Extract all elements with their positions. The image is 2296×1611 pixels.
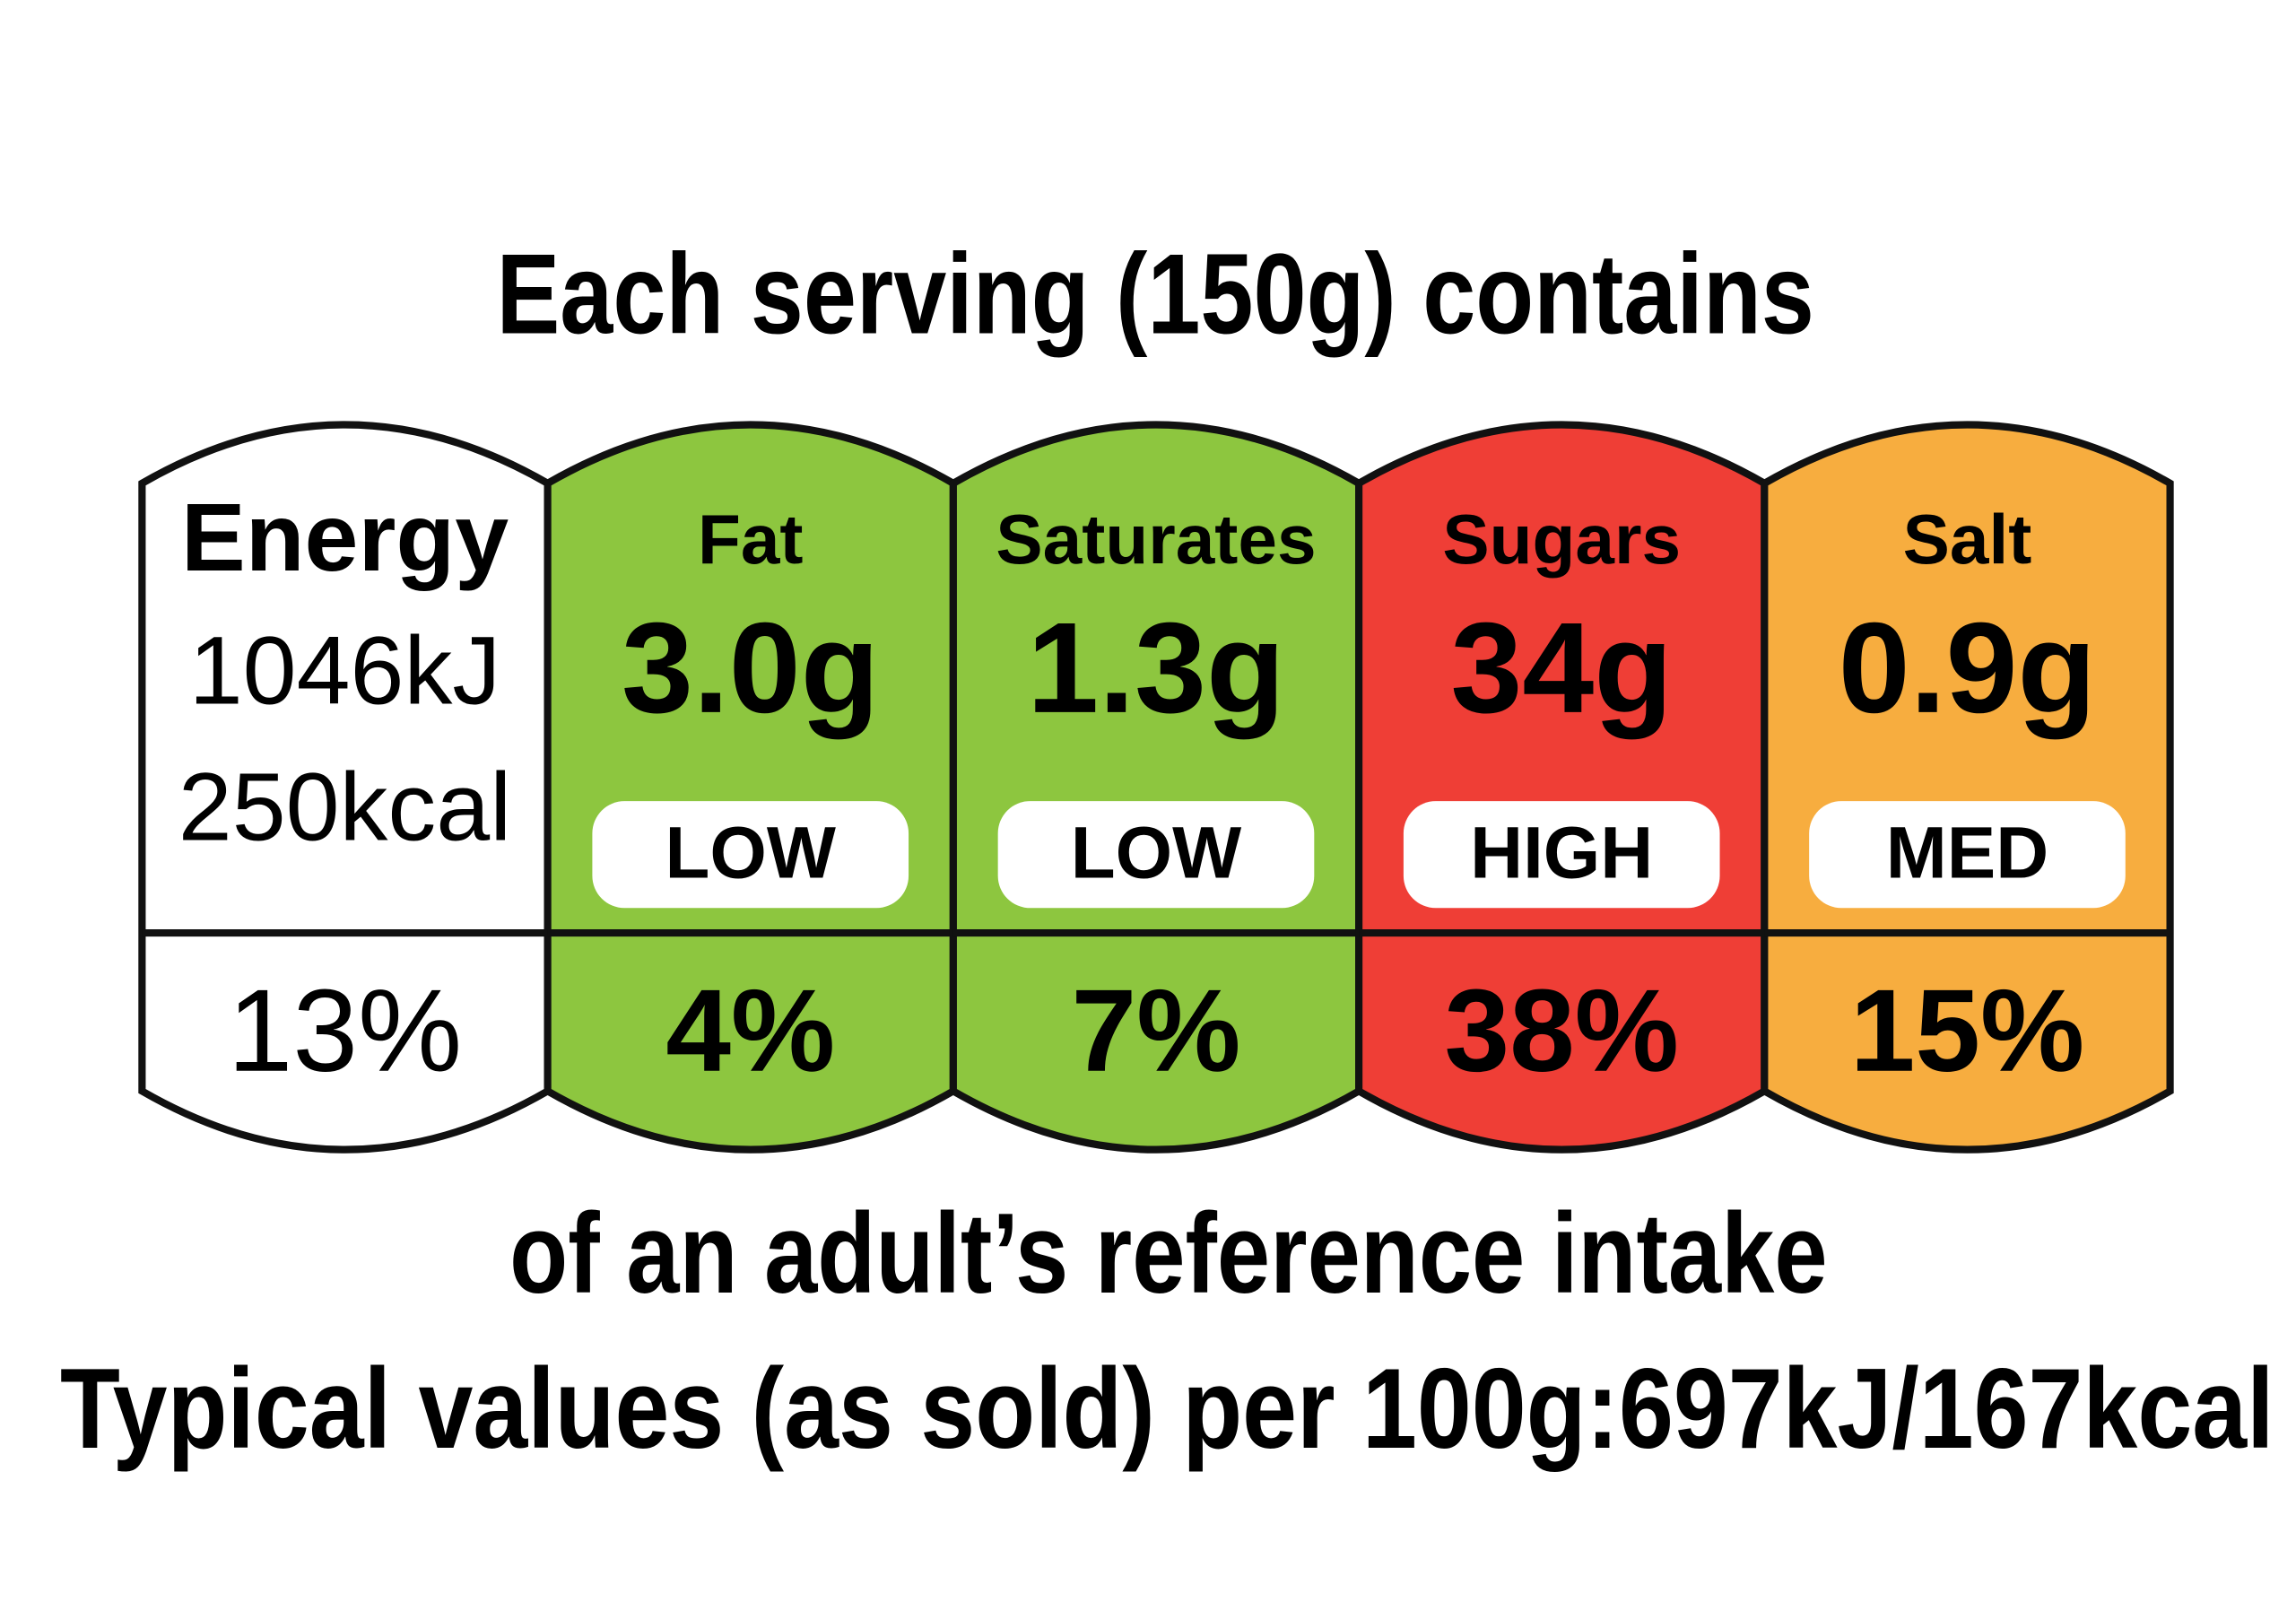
level: HIGH [1470, 812, 1653, 893]
energy-value: 250kcal [178, 752, 511, 860]
percent: 4% [665, 965, 835, 1096]
nutrient-name: Sugars [1442, 500, 1681, 579]
level-pill [1809, 801, 2126, 909]
percent: 15% [1850, 965, 2084, 1096]
nutrient-name: Fat [698, 500, 804, 579]
amount: 3.0g [622, 597, 879, 740]
percent: 7% [1072, 965, 1241, 1096]
energy-value: 1046kJ [189, 615, 500, 724]
percent: 38% [1445, 965, 1679, 1096]
amount: 1.3g [1027, 597, 1284, 740]
level-pill [592, 801, 909, 909]
level: MED [1886, 812, 2048, 893]
level-pill [1403, 801, 1720, 909]
reference-note: of an adult’s reference intake [509, 1189, 1827, 1317]
title: Each serving (150g) contains [496, 231, 1813, 358]
amount: 34g [1450, 597, 1673, 740]
percent: 13% [228, 965, 462, 1096]
level: LOW [665, 812, 836, 893]
typical-values: Typical values (as sold) per 100g:697kJ/… [60, 1345, 2274, 1472]
amount: 0.9g [1839, 597, 2096, 740]
nutrient-name: Energy [181, 483, 509, 591]
level: LOW [1071, 812, 1241, 893]
nutrient-name: Salt [1903, 500, 2032, 579]
nutrient-name: Saturates [996, 500, 1316, 579]
level-pill [997, 801, 1315, 909]
column-shape [1761, 421, 2174, 1154]
